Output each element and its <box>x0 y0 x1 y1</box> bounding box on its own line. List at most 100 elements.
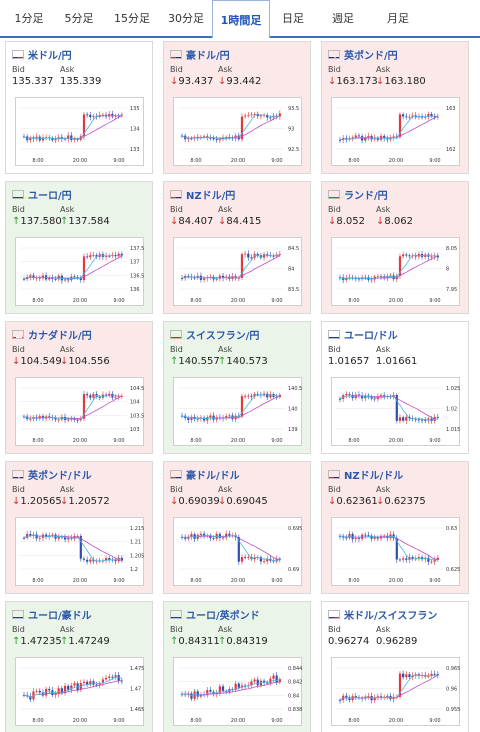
flag-icon <box>12 49 24 59</box>
currency-pair-link[interactable]: カナダドル/円 <box>28 330 92 342</box>
currency-pair-link[interactable]: NZドル/ドル <box>344 470 404 482</box>
ask-label: Ask <box>60 65 75 74</box>
candle-body <box>376 537 379 539</box>
currency-pair-link[interactable]: ユーロ/豪ドル <box>28 610 92 622</box>
bid-label: Bid <box>12 205 25 214</box>
rate-card[interactable]: カナダドル/円 Bid Ask ↓104.549 ↓104.556 104.5 104 103… <box>5 321 153 454</box>
tab-5[interactable]: 日足 <box>282 12 304 25</box>
flag-icon <box>170 329 182 339</box>
rate-card[interactable]: ユーロ/ドル Bid Ask 1.01657 1.01661 1.025 1.02 1.015… <box>321 321 469 454</box>
candle-body <box>209 535 212 539</box>
moving-average-line <box>23 534 122 561</box>
candle-body <box>82 394 86 419</box>
y-tick-label: 0.844 <box>288 666 302 672</box>
tab-3[interactable]: 30分足 <box>168 12 204 25</box>
tab-0[interactable]: 1分足 <box>14 12 44 25</box>
ask-label: Ask <box>218 485 233 494</box>
mini-chart[interactable]: 93.5 93 92.5 8:00 20:00 9:00 <box>173 97 302 166</box>
currency-pair-link[interactable]: ユーロ/円 <box>28 190 72 202</box>
arrow-up-icon: ↑ <box>218 356 227 367</box>
tab-7[interactable]: 月足 <box>387 12 409 25</box>
mini-chart[interactable]: 140.5 140 139 8:00 20:00 9:00 <box>173 377 302 446</box>
ask-label: Ask <box>376 65 391 74</box>
rate-card[interactable]: ユーロ/英ポンド Bid Ask ↑0.84311 ↑0.84319 0.844 0.842… <box>163 601 311 732</box>
mini-chart[interactable]: 0.844 0.842 0.84 0.838 8:00 20:00 9:00 <box>173 657 302 726</box>
candle-body <box>414 674 417 676</box>
x-tick-label: 8:00 <box>348 438 359 444</box>
mini-chart[interactable]: 84.5 84 83.5 8:00 20:00 9:00 <box>173 237 302 306</box>
candle-body <box>383 395 386 397</box>
rate-card[interactable]: 豪ドル/円 Bid Ask ↓93.437 ↓93.442 93.5 93 92.5 8:00 2… <box>163 41 311 174</box>
currency-pair-link[interactable]: 英ポンド/ドル <box>28 470 92 482</box>
tab-1[interactable]: 5分足 <box>64 12 94 25</box>
currency-pair-link[interactable]: ユーロ/ドル <box>344 330 398 342</box>
y-tick-label: 0.69 <box>288 567 299 573</box>
rate-card[interactable]: 米ドル/円 Bid Ask 135.337 135.339 135 134 133 8:00 20… <box>5 41 153 174</box>
y-tick-label: 93.5 <box>288 106 299 112</box>
moving-average-line <box>339 115 438 141</box>
y-tick-label: 7.95 <box>446 287 457 293</box>
mini-chart[interactable]: 0.63 0.625 8:00 20:00 9:00 <box>331 517 460 586</box>
candle-body <box>218 686 221 693</box>
mini-chart[interactable]: 8.05 8 7.95 8:00 20:00 9:00 <box>331 237 460 306</box>
candle-body <box>408 674 411 678</box>
candle-body <box>414 558 417 560</box>
mini-chart[interactable]: 135 134 133 8:00 20:00 9:00 <box>15 97 144 166</box>
tab-4[interactable]: 1時間足 <box>212 0 270 38</box>
mini-chart[interactable]: 1.215 1.21 1.205 1.2 8:00 20:00 9:00 <box>15 517 144 586</box>
mini-chart[interactable]: 1.025 1.02 1.015 8:00 20:00 9:00 <box>331 377 460 446</box>
currency-pair-link[interactable]: 米ドル/スイスフラン <box>344 610 438 622</box>
currency-pair-link[interactable]: NZドル/円 <box>186 190 236 202</box>
rate-card[interactable]: ランド/円 Bid Ask ↓8.052 ↓8.062 8.05 8 7.95 8:00 20:0… <box>321 181 469 314</box>
rate-card[interactable]: 米ドル/スイスフラン Bid Ask 0.96274 0.96289 0.965 0.96 0… <box>321 601 469 732</box>
rate-card[interactable]: NZドル/ドル Bid Ask ↓0.62361 ↓0.62375 0.63 0.625 8:… <box>321 461 469 594</box>
mini-chart[interactable]: 137.5 137 136.5 136 8:00 20:00 9:00 <box>15 237 144 306</box>
candle-body <box>402 673 405 678</box>
mini-chart[interactable]: 1.475 1.47 1.465 8:00 20:00 9:00 <box>15 657 144 726</box>
arrow-down-icon: ↓ <box>376 496 385 507</box>
currency-pair-link[interactable]: スイスフラン/円 <box>186 330 260 342</box>
currency-pair-link[interactable]: 英ポンド/円 <box>344 50 398 62</box>
arrow-down-icon: ↓ <box>12 496 21 507</box>
candle-body <box>180 278 184 280</box>
y-tick-label: 0.625 <box>446 567 460 573</box>
mini-chart[interactable]: 163 162 8:00 20:00 9:00 <box>331 97 460 166</box>
candle-body <box>364 137 367 141</box>
rate-card[interactable]: 英ポンド/ドル Bid Ask ↓1.20565 ↓1.20572 1.215 1.21 1.… <box>5 461 153 594</box>
mini-chart[interactable]: 0.965 0.96 0.955 8:00 20:00 9:00 <box>331 657 460 726</box>
rate-card[interactable]: NZドル/円 Bid Ask ↓84.407 ↓84.415 84.5 84 83.5 8:00… <box>163 181 311 314</box>
candle-body <box>259 557 263 562</box>
tab-6[interactable]: 週足 <box>332 12 354 25</box>
currency-pair-link[interactable]: 豪ドル/ドル <box>186 470 240 482</box>
x-tick-label: 9:00 <box>429 438 440 444</box>
rate-card[interactable]: ユーロ/円 Bid Ask ↑137.580 ↑137.584 137.5 137 136.5… <box>5 181 153 314</box>
card-header: NZドル/ドル <box>328 467 404 482</box>
candle-body <box>383 135 386 139</box>
candle-body <box>405 254 408 256</box>
candle-body <box>225 416 228 419</box>
x-tick-label: 8:00 <box>190 578 201 584</box>
candle-body <box>351 137 354 139</box>
currency-pair-link[interactable]: 米ドル/円 <box>28 50 72 62</box>
mini-chart[interactable]: 104.5 104 103.5 103 8:00 20:00 9:00 <box>15 377 144 446</box>
candle-body <box>86 394 89 396</box>
ask-value: ↓8.062 <box>376 216 414 227</box>
candle-body <box>120 253 123 256</box>
candle-body <box>247 253 250 258</box>
currency-pair-link[interactable]: 豪ドル/円 <box>186 50 230 62</box>
candle-chart: 84.5 84 83.5 8:00 20:00 9:00 <box>178 246 299 304</box>
candle-body <box>35 277 38 279</box>
bid-label: Bid <box>170 625 183 634</box>
candle-body <box>29 696 32 700</box>
rate-card[interactable]: 英ポンド/円 Bid Ask ↓163.173 ↓163.180 163 162 8:00 20… <box>321 41 469 174</box>
currency-pair-link[interactable]: ランド/円 <box>344 190 388 202</box>
candle-body <box>218 534 221 538</box>
x-tick-label: 8:00 <box>190 438 201 444</box>
rate-card[interactable]: ユーロ/豪ドル Bid Ask ↑1.47235 ↑1.47249 1.475 1.47 1.… <box>5 601 153 732</box>
candle-body <box>395 394 398 421</box>
currency-pair-link[interactable]: ユーロ/英ポンド <box>186 610 260 622</box>
mini-chart[interactable]: 0.695 0.69 8:00 20:00 9:00 <box>173 517 302 586</box>
tab-2[interactable]: 15分足 <box>114 12 150 25</box>
rate-card[interactable]: 豪ドル/ドル Bid Ask ↓0.69039 ↓0.69045 0.695 0.69 8:0… <box>163 461 311 594</box>
rate-card[interactable]: スイスフラン/円 Bid Ask ↑140.557 ↑140.573 140.5 140 13… <box>163 321 311 454</box>
